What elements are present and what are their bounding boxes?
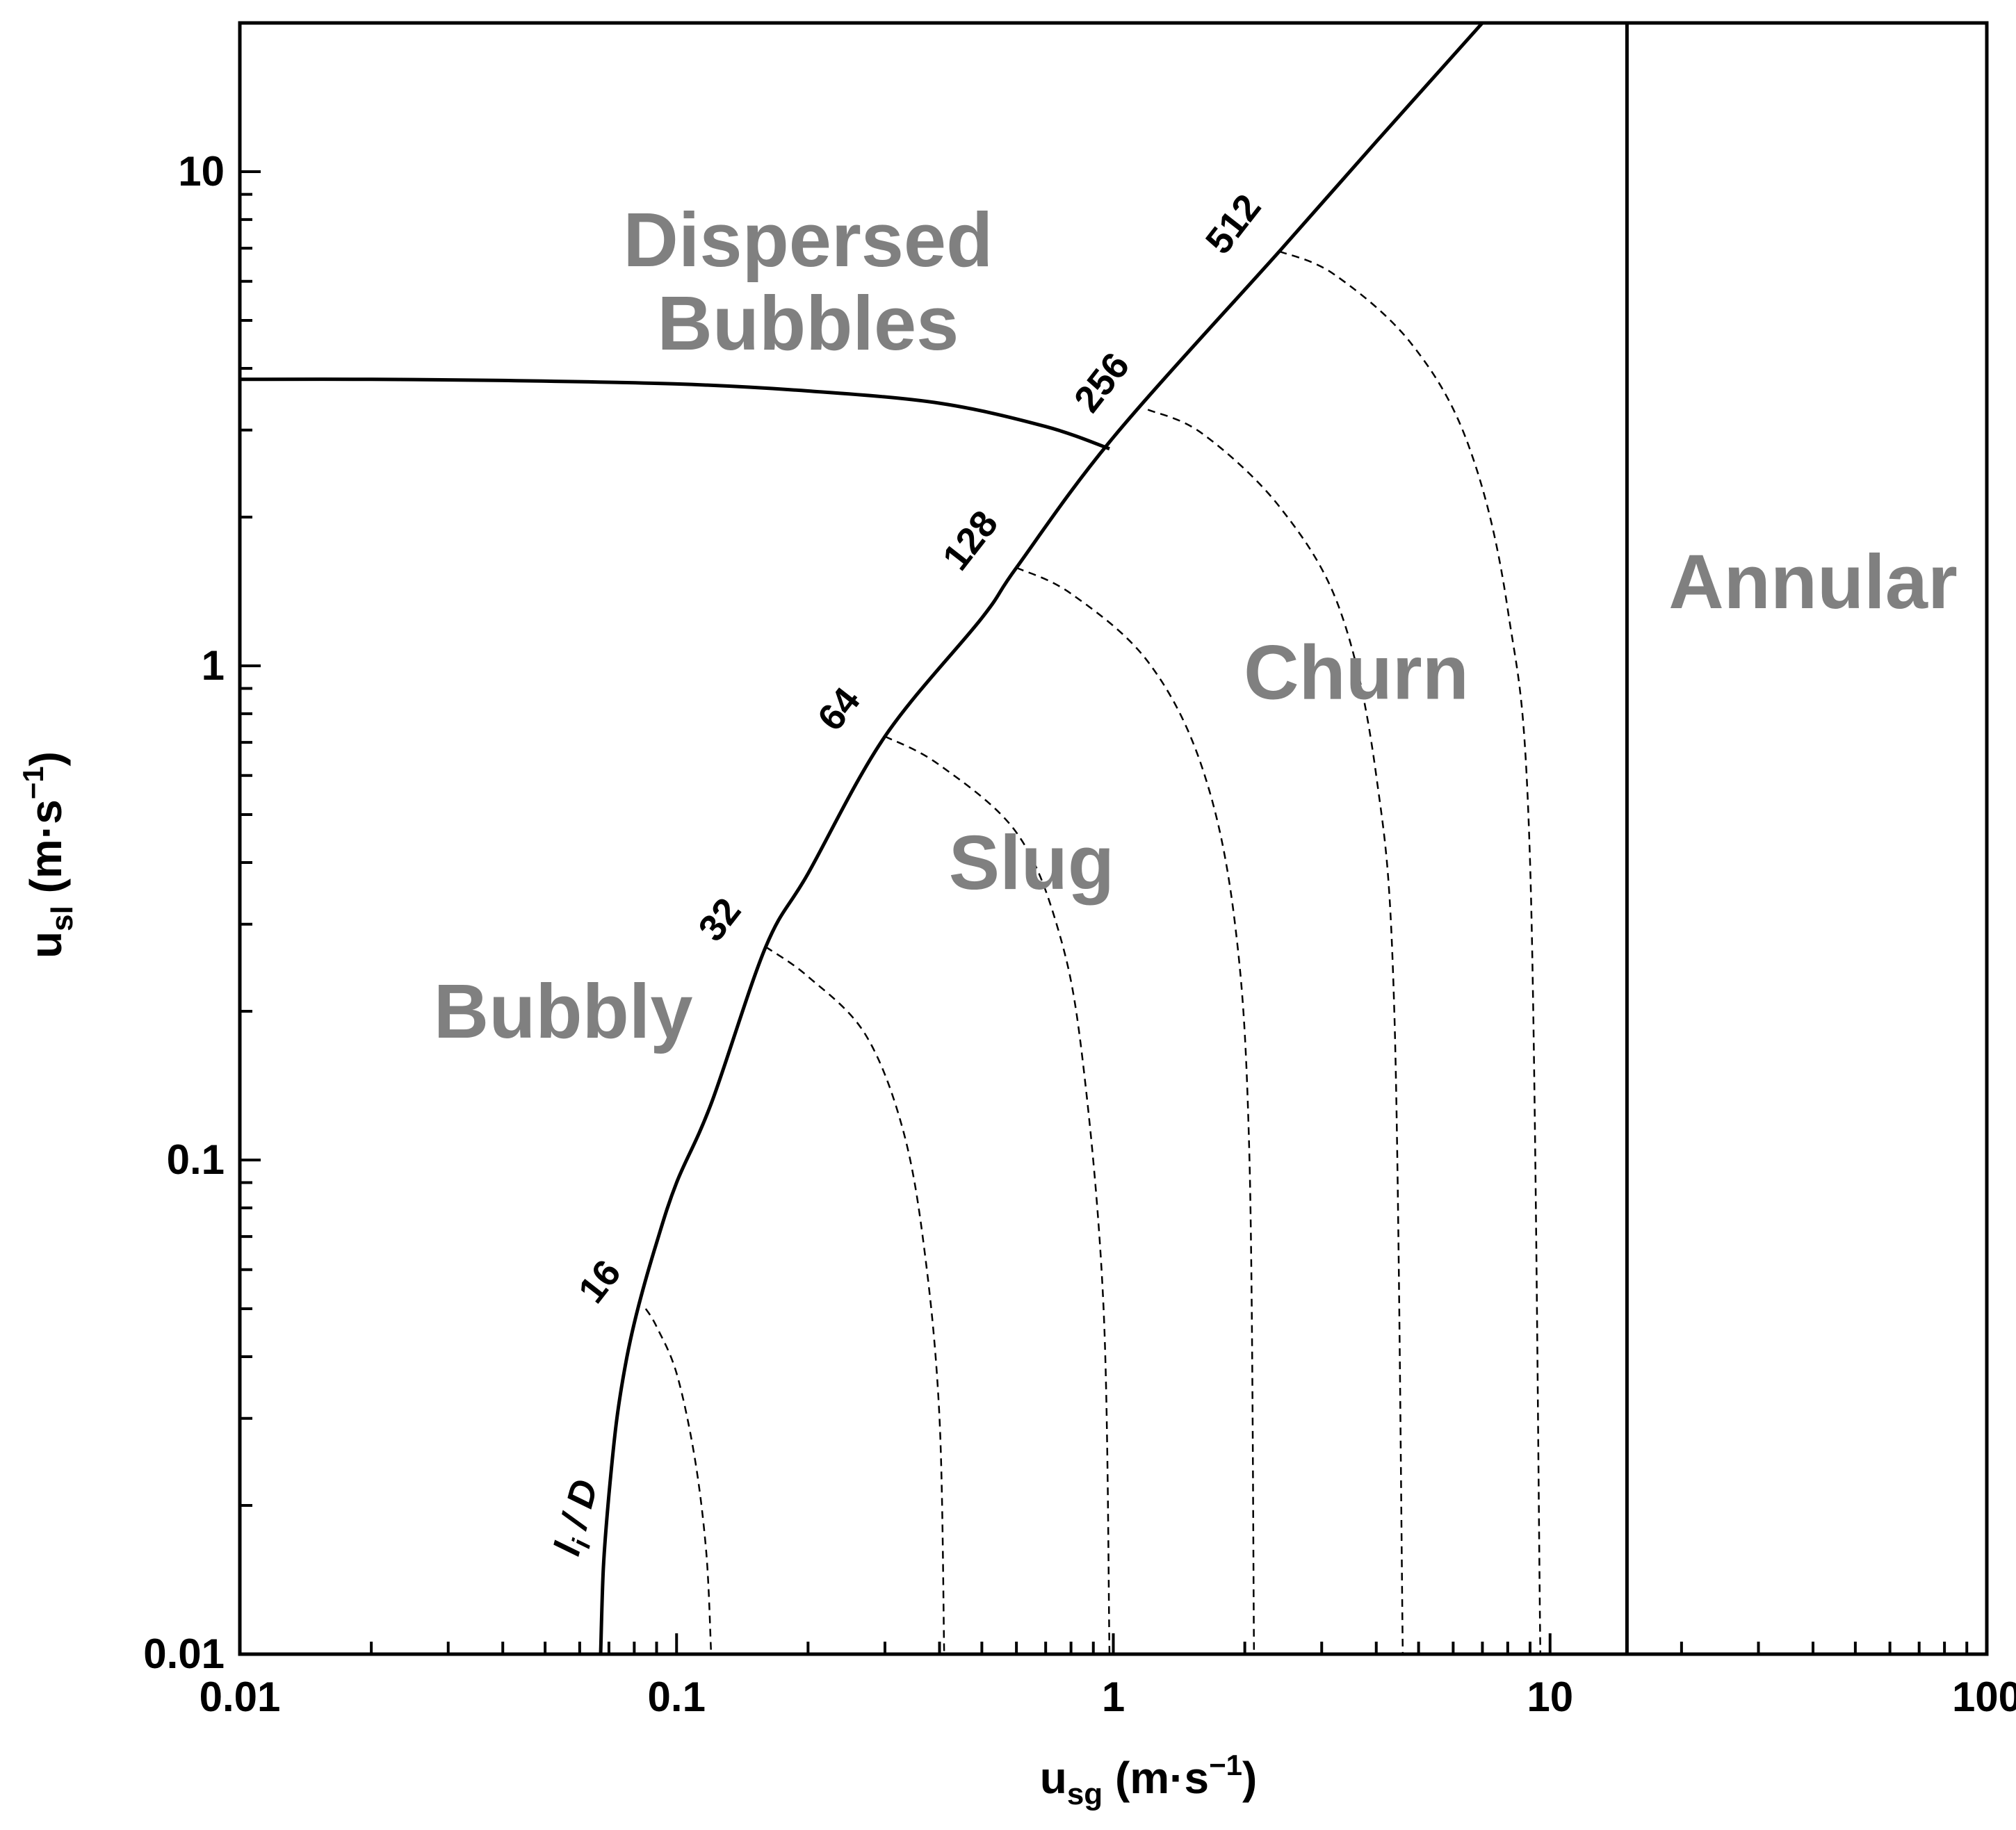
boundary-line — [239, 377, 1110, 451]
boundary-line — [599, 22, 1484, 1655]
entrance-length-label: 128 — [935, 503, 1007, 578]
region-labels: Dispersed Bubbles Annular Churn Slug Bubbly — [434, 197, 1958, 1054]
x-tick-label: 10 — [1527, 1674, 1573, 1720]
entrance-length-curve — [644, 1308, 713, 1655]
y-tick-label: 0.01 — [143, 1631, 225, 1677]
bubbly-region-label: Bubbly — [434, 969, 693, 1054]
entrance-length-label: 64 — [810, 680, 868, 738]
entrance-length-curve — [1016, 566, 1255, 1655]
entrance-length-curve — [765, 946, 945, 1655]
dispersed-bubbles-region-label: Dispersed Bubbles — [623, 197, 993, 366]
slug-region-label: Slug — [949, 820, 1114, 906]
axis-ticks — [238, 22, 1988, 1656]
y-tick-label: 10 — [178, 148, 225, 195]
entrance-length-label: 256 — [1066, 345, 1138, 420]
entrance-length-label: 512 — [1198, 187, 1269, 262]
entrance-length-label: 32 — [690, 890, 749, 949]
entrance-length-curve — [884, 735, 1111, 1655]
churn-region-label: Churn — [1244, 630, 1469, 715]
x-tick-label: 1 — [1102, 1674, 1125, 1720]
entrance-length-parameter-label: li / D — [546, 1476, 612, 1562]
y-axis-title: usl (m·s−1) — [17, 751, 79, 958]
entrance-length-label: 16 — [571, 1252, 629, 1311]
annular-region-label: Annular — [1668, 539, 1958, 625]
x-tick-label: 0.1 — [648, 1674, 706, 1720]
y-tick-label: 0.1 — [167, 1136, 225, 1183]
tick-labels: 0.01 0.1 1 10 100 0.01 0.1 1 10 — [143, 148, 2016, 1720]
y-tick-label: 1 — [202, 642, 225, 689]
plot-curves — [239, 22, 1629, 1655]
x-tick-label: 0.01 — [200, 1674, 281, 1720]
x-tick-label: 100 — [1952, 1674, 2016, 1720]
entrance-length-curve — [1147, 409, 1404, 1655]
entrance-length-curve — [1278, 250, 1542, 1655]
x-axis-title: usg (m·s−1) — [1040, 1749, 1258, 1811]
